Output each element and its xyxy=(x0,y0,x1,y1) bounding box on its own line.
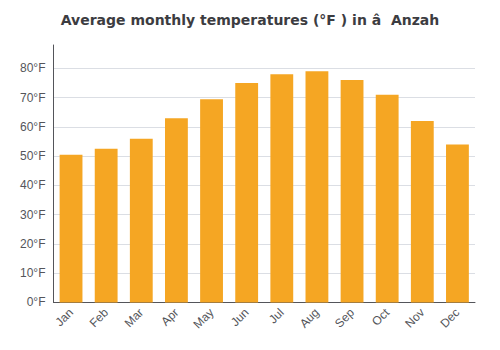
svg-text:Jan: Jan xyxy=(52,306,76,330)
svg-text:50°F: 50°F xyxy=(20,149,45,163)
svg-text:20°F: 20°F xyxy=(20,237,45,251)
svg-text:Nov: Nov xyxy=(402,306,427,331)
svg-text:Apr: Apr xyxy=(158,306,181,329)
svg-text:30°F: 30°F xyxy=(20,208,45,222)
svg-text:40°F: 40°F xyxy=(20,178,45,192)
svg-text:Jun: Jun xyxy=(228,306,252,330)
svg-text:Average monthly temperatures (: Average monthly temperatures (°F ) in â … xyxy=(61,12,440,28)
svg-text:70°F: 70°F xyxy=(20,91,45,105)
svg-text:Feb: Feb xyxy=(87,305,112,330)
svg-text:Oct: Oct xyxy=(369,305,393,329)
svg-text:Aug: Aug xyxy=(297,306,322,331)
svg-text:0°F: 0°F xyxy=(27,295,46,309)
svg-text:10°F: 10°F xyxy=(20,266,45,280)
svg-text:Mar: Mar xyxy=(122,306,147,330)
svg-text:Jul: Jul xyxy=(266,306,287,327)
svg-text:80°F: 80°F xyxy=(20,61,45,75)
svg-text:Dec: Dec xyxy=(437,306,462,331)
svg-text:Sep: Sep xyxy=(332,305,357,330)
svg-text:60°F: 60°F xyxy=(20,120,45,134)
svg-text:May: May xyxy=(191,306,217,332)
